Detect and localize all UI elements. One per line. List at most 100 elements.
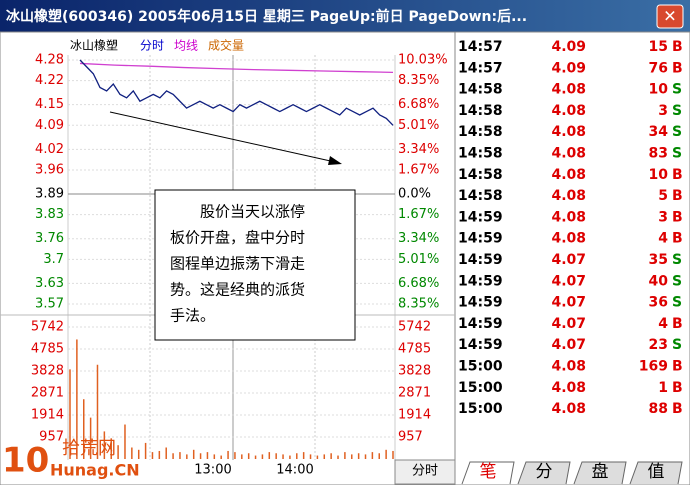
tab-label: 盘 <box>592 462 609 482</box>
trade-side: B <box>672 401 683 417</box>
trade-volume: 35 <box>649 252 668 268</box>
close-icon[interactable]: ✕ <box>663 7 676 26</box>
trade-side: B <box>672 380 683 396</box>
percent-tick: 1.67% <box>398 162 439 177</box>
trade-side: B <box>672 316 683 332</box>
price-tick: 3.83 <box>35 207 64 222</box>
trade-time: 14:58 <box>458 82 503 98</box>
annotation-line: 股价当天以涨停 <box>170 203 305 221</box>
trade-side: S <box>672 124 682 140</box>
trade-price: 4.09 <box>551 39 586 55</box>
annotation-line: 板价开盘，盘中分时 <box>170 229 305 247</box>
trade-side: B <box>672 359 683 375</box>
trade-price: 4.08 <box>551 146 586 162</box>
trade-volume: 3 <box>658 209 668 225</box>
trade-price: 4.07 <box>551 273 586 289</box>
arrow-head <box>328 156 342 165</box>
legend-item: 冰山橡塑 <box>70 38 118 53</box>
annotation-line: 势。这是经典的派货 <box>170 281 305 299</box>
volume-tick: 4785 <box>31 342 64 357</box>
trade-time: 14:59 <box>458 273 503 289</box>
trade-price: 4.07 <box>551 295 586 311</box>
trade-price: 4.08 <box>551 231 586 247</box>
trade-time: 14:57 <box>458 39 503 55</box>
tab <box>461 461 515 485</box>
volume-tick-right: 957 <box>398 430 423 445</box>
volume-tick-right: 5742 <box>398 320 431 335</box>
trade-time: 14:59 <box>458 295 503 311</box>
trade-volume: 40 <box>649 273 669 289</box>
title-bar <box>0 0 690 32</box>
trade-price: 4.09 <box>551 60 586 76</box>
volume-tick: 1914 <box>31 408 64 423</box>
trade-price: 4.07 <box>551 252 586 268</box>
trade-price: 4.08 <box>551 167 586 183</box>
average-line <box>79 62 394 74</box>
trade-volume: 15 <box>649 39 668 55</box>
annotation-line: 手法。 <box>170 307 215 325</box>
tab-label: 值 <box>648 462 665 482</box>
trade-volume: 36 <box>649 295 668 311</box>
trade-side: S <box>672 273 682 289</box>
trade-side: S <box>672 82 682 98</box>
percent-tick: 5.01% <box>398 118 439 133</box>
price-tick: 3.7 <box>43 252 64 267</box>
trade-time: 14:59 <box>458 316 503 332</box>
trade-side: S <box>672 103 682 119</box>
window-title: 冰山橡塑(600346) 2005年06月15日 星期三 PageUp:前日 P… <box>6 8 527 25</box>
volume-tick-right: 4785 <box>398 342 431 357</box>
mode-label: 分时 <box>412 464 438 479</box>
trade-price: 4.08 <box>551 401 586 417</box>
trade-side: B <box>672 188 683 204</box>
tab-label: 笔 <box>480 462 497 482</box>
trade-side: B <box>672 39 683 55</box>
trade-volume: 1 <box>658 380 668 396</box>
trade-volume: 4 <box>658 316 668 332</box>
percent-tick: 10.03% <box>398 53 448 68</box>
trade-price: 4.08 <box>551 82 586 98</box>
trade-side: S <box>672 295 682 311</box>
trade-time: 14:58 <box>458 124 503 140</box>
trade-volume: 76 <box>649 60 668 76</box>
logo-url: Hunag.CN <box>50 461 140 480</box>
trade-side: B <box>672 60 683 76</box>
trade-price: 4.08 <box>551 359 586 375</box>
percent-tick: 8.35% <box>398 297 439 312</box>
trade-volume: 3 <box>658 103 668 119</box>
trade-time: 14:59 <box>458 337 503 353</box>
percent-tick: 3.34% <box>398 142 439 157</box>
trade-volume: 23 <box>649 337 668 353</box>
trade-price: 4.07 <box>551 337 586 353</box>
trade-time: 14:57 <box>458 60 503 76</box>
logo-number: 10 <box>2 441 49 481</box>
trade-time: 14:58 <box>458 188 503 204</box>
price-tick: 4.22 <box>35 73 64 88</box>
legend-item: 均线 <box>174 39 198 53</box>
volume-tick-right: 1914 <box>398 408 431 423</box>
trade-price: 4.08 <box>551 188 586 204</box>
trend-arrow <box>109 111 336 163</box>
trade-side: S <box>672 337 682 353</box>
tab-label: 分 <box>536 462 553 482</box>
annotation-box <box>154 189 356 341</box>
trade-price: 4.08 <box>551 124 586 140</box>
trade-side: S <box>672 252 682 268</box>
trade-side: B <box>672 209 683 225</box>
price-tick: 3.76 <box>35 231 64 246</box>
trade-panel <box>454 31 690 485</box>
percent-tick: 0.0% <box>398 187 431 202</box>
trade-volume: 169 <box>639 359 668 375</box>
volume-tick: 3828 <box>31 364 64 379</box>
trade-time: 14:58 <box>458 167 503 183</box>
price-tick: 4.09 <box>35 118 64 133</box>
close-button[interactable] <box>656 4 684 29</box>
tab <box>517 461 571 485</box>
trade-time: 14:59 <box>458 231 503 247</box>
legend-item: 分时 <box>140 39 164 53</box>
logo-name: 拾荒网 <box>62 438 116 459</box>
price-tick: 4.15 <box>35 97 64 112</box>
trade-side: B <box>672 167 683 183</box>
trade-side: B <box>672 231 683 247</box>
volume-tick: 5742 <box>31 320 64 335</box>
percent-tick: 1.67% <box>398 207 439 222</box>
